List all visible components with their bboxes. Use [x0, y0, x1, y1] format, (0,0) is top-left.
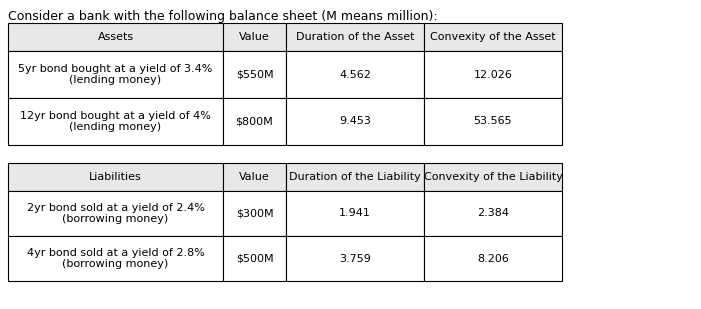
Bar	[223, 163, 286, 191]
Text: 53.565: 53.565	[474, 116, 512, 126]
Bar	[424, 191, 562, 236]
Text: 9.453: 9.453	[339, 116, 371, 126]
Text: Liabilities: Liabilities	[89, 172, 142, 182]
Text: 4.562: 4.562	[339, 70, 371, 79]
Text: Convexity of the Asset: Convexity of the Asset	[430, 32, 556, 42]
Bar	[8, 191, 223, 236]
Text: Value: Value	[239, 172, 270, 182]
Bar	[8, 98, 223, 145]
Bar	[424, 23, 562, 51]
Text: 2.384: 2.384	[477, 209, 509, 218]
Bar	[223, 23, 286, 51]
Text: 12yr bond bought at a yield of 4%
(lending money): 12yr bond bought at a yield of 4% (lendi…	[20, 111, 211, 132]
Text: 5yr bond bought at a yield of 3.4%
(lending money): 5yr bond bought at a yield of 3.4% (lend…	[18, 64, 212, 85]
Text: 3.759: 3.759	[339, 253, 371, 264]
Bar	[8, 23, 223, 51]
Text: Value: Value	[239, 32, 270, 42]
Text: Convexity of the Liability: Convexity of the Liability	[423, 172, 562, 182]
Text: $800M: $800M	[236, 116, 273, 126]
Bar	[424, 98, 562, 145]
Text: 8.206: 8.206	[477, 253, 509, 264]
Text: $300M: $300M	[236, 209, 273, 218]
Text: 12.026: 12.026	[474, 70, 512, 79]
Text: Duration of the Liability: Duration of the Liability	[289, 172, 421, 182]
Bar	[8, 51, 223, 98]
Text: $500M: $500M	[236, 253, 273, 264]
Bar	[424, 51, 562, 98]
Bar	[8, 236, 223, 281]
Bar	[223, 51, 286, 98]
Bar	[286, 191, 424, 236]
Text: $550M: $550M	[236, 70, 273, 79]
Bar	[424, 163, 562, 191]
Bar	[223, 98, 286, 145]
Text: 1.941: 1.941	[339, 209, 371, 218]
Bar	[223, 236, 286, 281]
Text: Duration of the Asset: Duration of the Asset	[296, 32, 414, 42]
Bar	[223, 191, 286, 236]
Bar	[8, 163, 223, 191]
Text: Assets: Assets	[97, 32, 134, 42]
Bar	[424, 236, 562, 281]
Text: Consider a bank with the following balance sheet (M means million):: Consider a bank with the following balan…	[8, 10, 437, 23]
Text: 2yr bond sold at a yield of 2.4%
(borrowing money): 2yr bond sold at a yield of 2.4% (borrow…	[27, 203, 205, 224]
Bar	[286, 98, 424, 145]
Bar	[286, 163, 424, 191]
Bar	[286, 236, 424, 281]
Bar	[286, 23, 424, 51]
Bar	[286, 51, 424, 98]
Text: 4yr bond sold at a yield of 2.8%
(borrowing money): 4yr bond sold at a yield of 2.8% (borrow…	[27, 248, 205, 269]
